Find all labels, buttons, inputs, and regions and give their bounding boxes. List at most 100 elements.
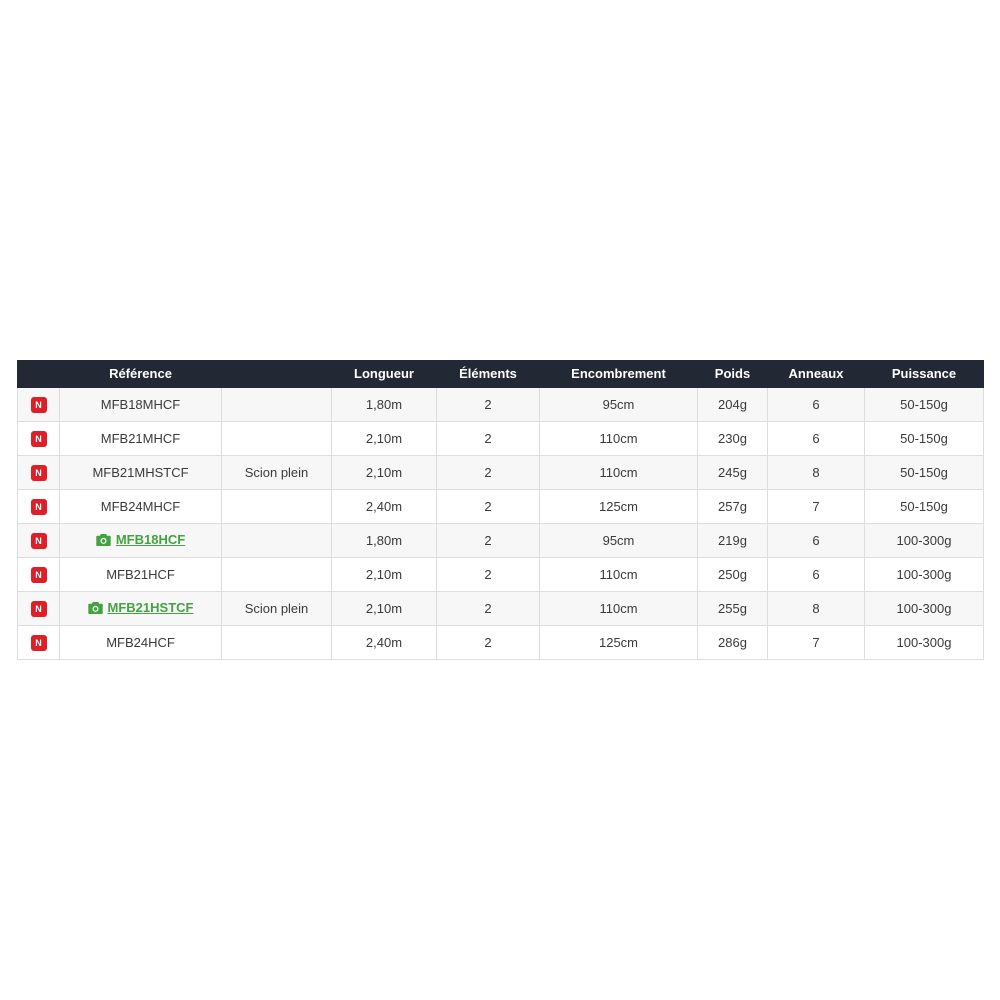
scion-plein-cell: Scion plein — [221, 455, 332, 490]
table-row: N MFB24HCF 2,40m 2 125cm 286g 7 100-300g — [17, 625, 984, 660]
reference-cell: MFB24MHCF — [59, 489, 222, 524]
anneaux-cell: 7 — [767, 489, 865, 524]
elements-cell: 2 — [436, 557, 540, 592]
encombrement-cell: 110cm — [539, 455, 698, 490]
longueur-cell: 1,80m — [331, 523, 437, 558]
puissance-cell: 100-300g — [864, 591, 984, 626]
elements-cell: 2 — [436, 421, 540, 456]
new-badge-cell: N — [17, 523, 60, 558]
product-spec-table-container: Référence Longueur Éléments Encombrement… — [17, 360, 984, 660]
poids-cell: 245g — [697, 455, 768, 490]
longueur-cell: 2,10m — [331, 591, 437, 626]
scion-plein-cell — [221, 387, 332, 422]
elements-cell: 2 — [436, 625, 540, 660]
table-row: N MFB21MHSTCF Scion plein 2,10m 2 110cm 245g 8 5… — [17, 455, 984, 490]
new-badge: N — [30, 601, 47, 617]
poids-cell: 219g — [697, 523, 768, 558]
poids-cell: 204g — [697, 387, 768, 422]
header-variant-empty — [221, 360, 332, 388]
anneaux-cell: 6 — [767, 557, 865, 592]
new-badge-cell: N — [17, 625, 60, 660]
longueur-cell: 2,40m — [331, 625, 437, 660]
longueur-cell: 2,10m — [331, 421, 437, 456]
encombrement-cell: 125cm — [539, 489, 698, 524]
longueur-cell: 1,80m — [331, 387, 437, 422]
longueur-cell: 2,10m — [331, 455, 437, 490]
elements-cell: 2 — [436, 523, 540, 558]
product-reference-label: MFB21HCF — [106, 567, 175, 582]
new-badge-cell: N — [17, 489, 60, 524]
new-badge: N — [30, 567, 47, 583]
product-reference-label: MFB21MHSTCF — [92, 465, 189, 480]
table-header: Référence Longueur Éléments Encombrement… — [17, 360, 984, 388]
poids-cell: 286g — [697, 625, 768, 660]
table-row: N MFB18HCF 1,80m 2 95cm 219g 6 100-300g — [17, 523, 984, 558]
header-longueur: Longueur — [331, 360, 437, 388]
product-reference-label: MFB24MHCF — [100, 499, 181, 514]
scion-plein-cell — [221, 421, 332, 456]
encombrement-cell: 110cm — [539, 421, 698, 456]
header-encombrement: Encombrement — [539, 360, 698, 388]
new-badge: N — [30, 499, 47, 515]
camera-icon — [87, 601, 103, 614]
table-header-row: Référence Longueur Éléments Encombrement… — [17, 360, 984, 388]
header-anneaux: Anneaux — [767, 360, 865, 388]
reference-cell: MFB21MHSTCF — [59, 455, 222, 490]
table-row: N MFB24MHCF 2,40m 2 125cm 257g 7 50-150g — [17, 489, 984, 524]
puissance-cell: 50-150g — [864, 455, 984, 490]
header-poids: Poids — [697, 360, 768, 388]
poids-cell: 230g — [697, 421, 768, 456]
table-row: N MFB21HCF 2,10m 2 110cm 250g 6 100-300g — [17, 557, 984, 592]
new-badge: N — [30, 397, 47, 413]
elements-cell: 2 — [436, 387, 540, 422]
encombrement-cell: 110cm — [539, 557, 698, 592]
new-badge: N — [30, 635, 47, 651]
new-badge-cell: N — [17, 387, 60, 422]
header-reference: Référence — [59, 360, 222, 388]
scion-plein-cell — [221, 523, 332, 558]
product-reference-label: MFB21MHCF — [100, 431, 181, 446]
anneaux-cell: 8 — [767, 591, 865, 626]
anneaux-cell: 7 — [767, 625, 865, 660]
scion-plein-cell: Scion plein — [221, 591, 332, 626]
table-row: N MFB21MHCF 2,10m 2 110cm 230g 6 50-150g — [17, 421, 984, 456]
new-badge-cell: N — [17, 591, 60, 626]
reference-cell: MFB21HSTCF — [59, 591, 222, 626]
anneaux-cell: 6 — [767, 387, 865, 422]
reference-cell: MFB21MHCF — [59, 421, 222, 456]
reference-cell: MFB18MHCF — [59, 387, 222, 422]
reference-cell: MFB18HCF — [59, 523, 222, 558]
product-reference-label: MFB18HCF — [115, 532, 186, 548]
product-reference-link[interactable]: MFB18HCF — [96, 532, 185, 547]
camera-icon — [96, 533, 111, 546]
reference-cell: MFB21HCF — [59, 557, 222, 592]
elements-cell: 2 — [436, 591, 540, 626]
new-badge: N — [30, 431, 47, 447]
puissance-cell: 50-150g — [864, 421, 984, 456]
reference-cell: MFB24HCF — [59, 625, 222, 660]
new-badge: N — [30, 533, 47, 549]
encombrement-cell: 125cm — [539, 625, 698, 660]
scion-plein-cell — [221, 625, 332, 660]
puissance-cell: 100-300g — [864, 523, 984, 558]
puissance-cell: 50-150g — [864, 387, 984, 422]
puissance-cell: 100-300g — [864, 625, 984, 660]
product-reference-link[interactable]: MFB21HSTCF — [87, 600, 194, 616]
elements-cell: 2 — [436, 489, 540, 524]
poids-cell: 250g — [697, 557, 768, 592]
header-elements: Éléments — [436, 360, 540, 388]
table-row: N MFB21HSTCF Scion plein 2,10m 2 110cm 255g 8 10… — [17, 591, 984, 626]
longueur-cell: 2,10m — [331, 557, 437, 592]
anneaux-cell: 6 — [767, 421, 865, 456]
product-reference-label: MFB18MHCF — [100, 397, 181, 412]
poids-cell: 255g — [697, 591, 768, 626]
encombrement-cell: 95cm — [539, 523, 698, 558]
puissance-cell: 100-300g — [864, 557, 984, 592]
spec-table-body: N MFB18MHCF 1,80m 2 95cm 204g 6 50-150g N MFB21MH… — [17, 387, 984, 660]
encombrement-cell: 110cm — [539, 591, 698, 626]
new-badge-cell: N — [17, 557, 60, 592]
product-reference-label: MFB21HSTCF — [107, 600, 194, 616]
product-reference-label: MFB24HCF — [106, 635, 175, 650]
new-badge-cell: N — [17, 421, 60, 456]
product-spec-table: Référence Longueur Éléments Encombrement… — [17, 360, 984, 660]
